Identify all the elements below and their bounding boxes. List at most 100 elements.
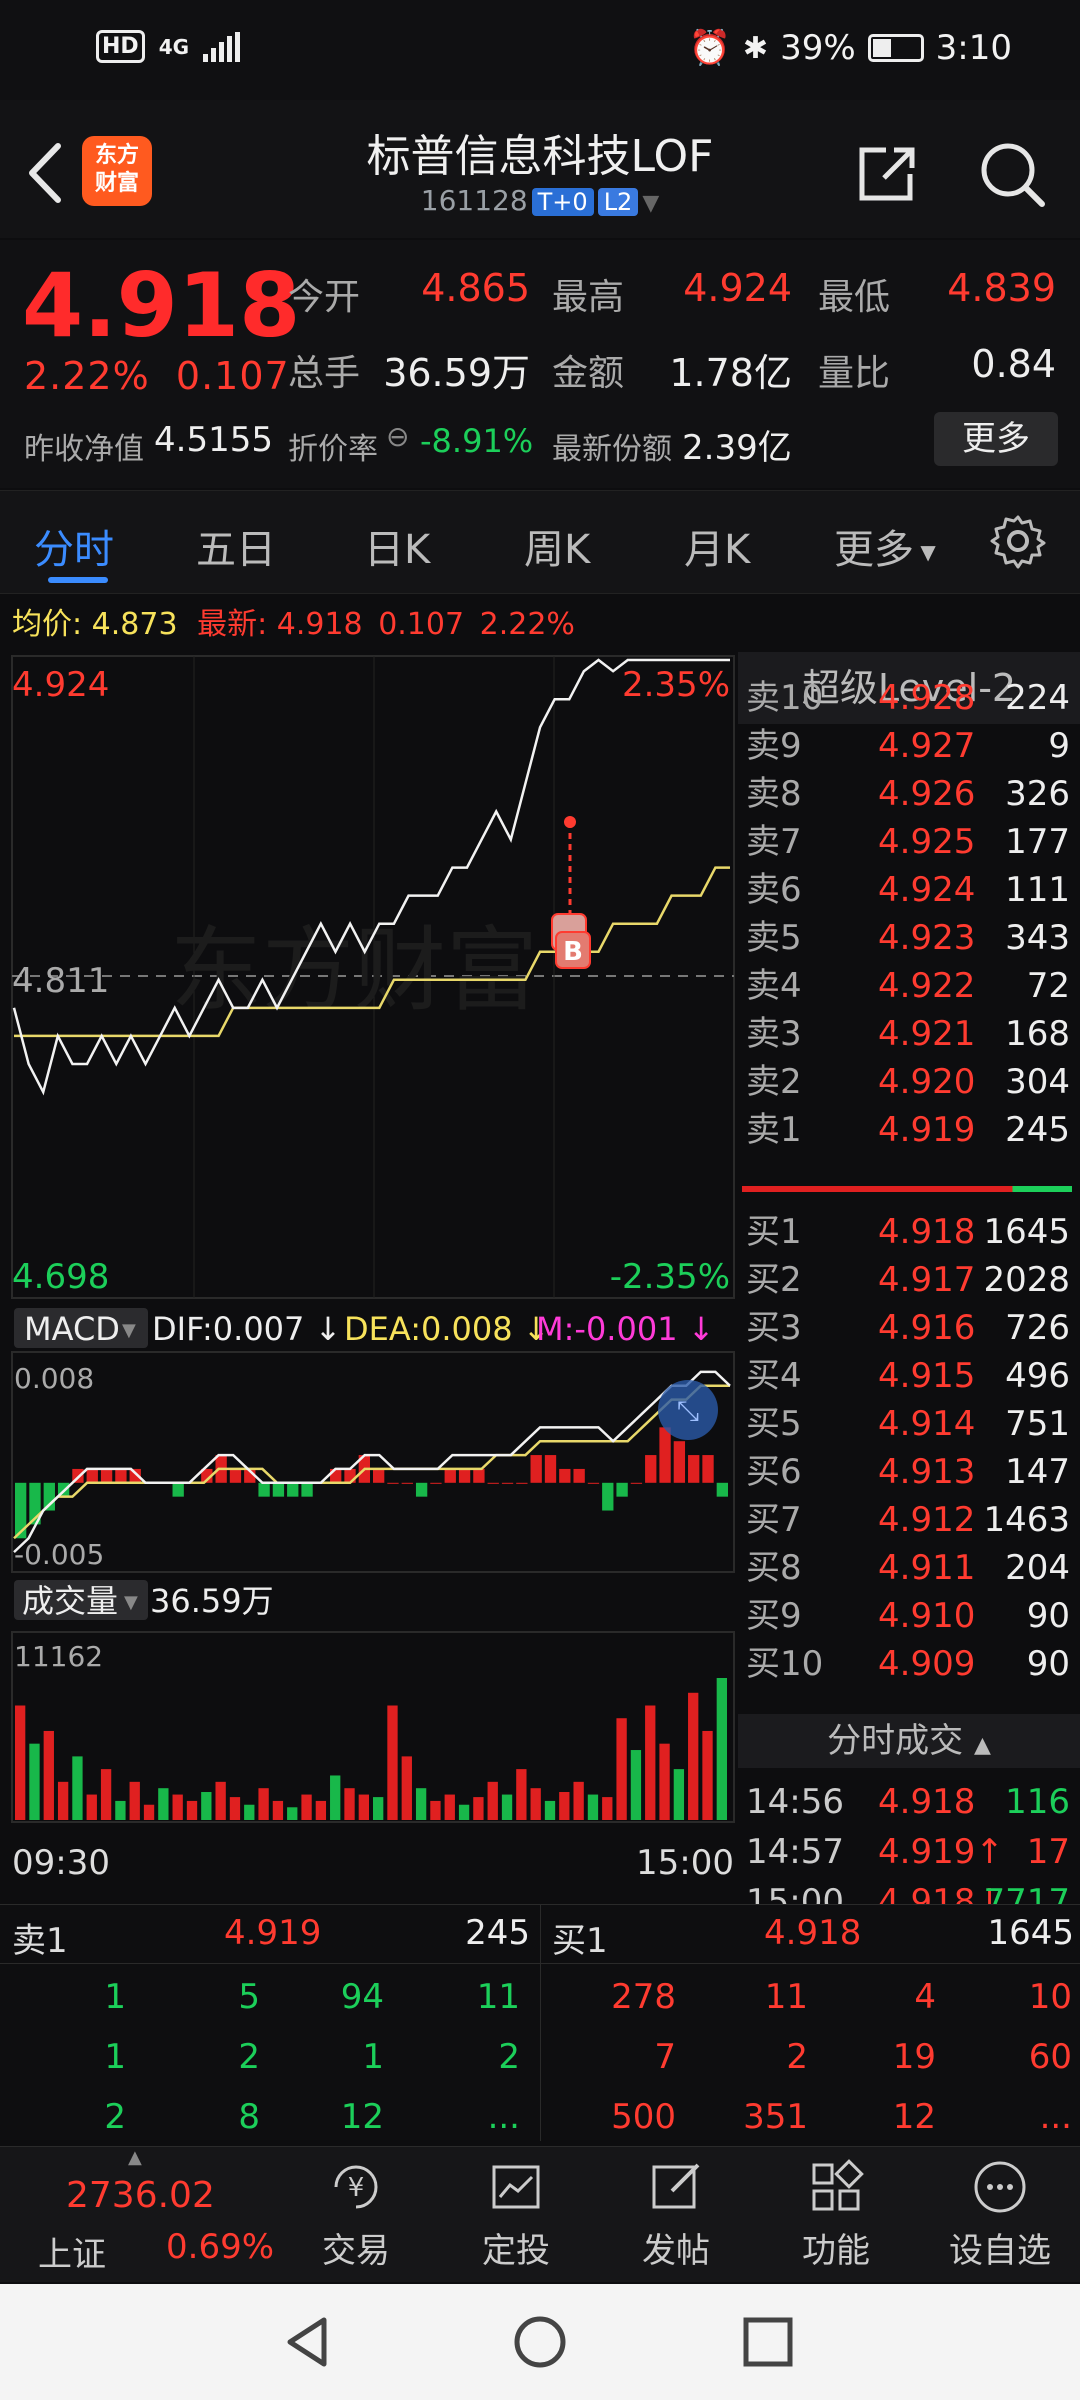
bid-queue-cell: 7 bbox=[654, 2037, 676, 2077]
bid-price: 4.913 bbox=[878, 1452, 976, 1492]
tab-monthly-k[interactable]: 月K bbox=[684, 527, 751, 573]
ask-row[interactable]: 卖9 4.927 9 bbox=[738, 722, 1080, 770]
time-start: 09:30 bbox=[12, 1843, 110, 1883]
bid-row[interactable]: 买7 4.912 1463 bbox=[738, 1496, 1080, 1544]
triangle-up-icon: ▲ bbox=[973, 1733, 991, 1758]
nav-functions[interactable]: 功能 bbox=[766, 2157, 906, 2272]
macd-bar bbox=[616, 1482, 628, 1497]
macd-bar bbox=[172, 1482, 184, 1497]
macd-bar bbox=[115, 1468, 127, 1483]
intraday-chart[interactable]: 东方财富 4.924 2.35% 4.811 4.698 -2.35% B MA… bbox=[0, 652, 738, 1902]
ask-row[interactable]: 卖5 4.923 343 bbox=[738, 914, 1080, 962]
macd-bar bbox=[501, 1482, 514, 1484]
nav-invest[interactable]: 定投 bbox=[446, 2157, 586, 2272]
back-triangle-icon[interactable] bbox=[280, 2314, 336, 2370]
ask-row[interactable]: 卖1 4.919 245 bbox=[738, 1106, 1080, 1154]
bid-volume: 1645 bbox=[983, 1212, 1070, 1252]
bid-volume: 90 bbox=[1026, 1596, 1070, 1636]
tab-more[interactable]: 更多 ▼ bbox=[834, 517, 936, 575]
ask-queue-cell: 1 bbox=[104, 1977, 126, 2017]
tab-weekly-k[interactable]: 周K bbox=[524, 527, 591, 573]
ticks-title: 分时成交 bbox=[827, 1721, 964, 1761]
avg-value: 4.873 bbox=[91, 607, 178, 642]
dropdown-icon[interactable]: ▼ bbox=[642, 191, 660, 216]
bid-row[interactable]: 买8 4.911 204 bbox=[738, 1544, 1080, 1592]
fund-code-row: 161128 T+0 L2 ▼ bbox=[0, 184, 1080, 217]
buy-marker[interactable]: B bbox=[551, 816, 591, 969]
bid-row[interactable]: 买10 4.909 90 bbox=[738, 1640, 1080, 1688]
network-label: 4G bbox=[158, 34, 190, 59]
bid-row[interactable]: 买5 4.914 751 bbox=[738, 1400, 1080, 1448]
signal-icon bbox=[203, 31, 241, 62]
bid-row[interactable]: 买6 4.913 147 bbox=[738, 1448, 1080, 1496]
bid-volume: 726 bbox=[1005, 1308, 1070, 1348]
caret-up-icon: ▲ bbox=[128, 2147, 142, 2168]
bid-level: 买10 bbox=[746, 1644, 824, 1684]
volume-bar bbox=[100, 1769, 112, 1820]
index-ticker[interactable]: ▲ 2736.02 上证 0.69% bbox=[0, 2147, 280, 2283]
bid-row[interactable]: 买2 4.917 2028 bbox=[738, 1256, 1080, 1304]
more-button[interactable]: 更多 bbox=[934, 412, 1058, 466]
ask-queue-cell: 11 bbox=[476, 1977, 520, 2017]
nav-post[interactable]: 发帖 bbox=[606, 2157, 746, 2272]
calendar-chart-icon bbox=[492, 2165, 540, 2209]
macd-selector[interactable] bbox=[14, 1308, 148, 1348]
bid-volume: 204 bbox=[1005, 1548, 1070, 1588]
macd-bar bbox=[330, 1468, 342, 1483]
latest-value: 4.918 bbox=[276, 607, 363, 642]
nav-trade-label: 交易 bbox=[322, 2231, 390, 2271]
ask-row[interactable]: 卖6 4.924 111 bbox=[738, 866, 1080, 914]
macd-bar bbox=[645, 1455, 657, 1483]
level2-title[interactable]: 超级Level-2 bbox=[738, 652, 1080, 724]
ticks-header[interactable]: 分时成交 ▲ bbox=[738, 1714, 1080, 1768]
index-percent: 0.69% bbox=[166, 2227, 275, 2267]
share-button[interactable] bbox=[856, 144, 920, 204]
volume-bar bbox=[673, 1769, 685, 1820]
volume-value: 36.59万 bbox=[383, 351, 530, 395]
volume-bar bbox=[158, 1788, 169, 1820]
triangle-down-icon: ▼ bbox=[914, 540, 936, 564]
back-button[interactable] bbox=[20, 138, 80, 208]
bid-price: 4.916 bbox=[878, 1308, 976, 1348]
home-circle-icon[interactable] bbox=[512, 2314, 568, 2370]
bid-ask-ratio-bar bbox=[742, 1186, 1072, 1192]
volume-bar bbox=[172, 1794, 183, 1820]
gear-icon bbox=[990, 515, 1046, 569]
macd-bar bbox=[659, 1427, 671, 1483]
tab-daily-k[interactable]: 日K bbox=[364, 527, 431, 573]
tab-intraday[interactable]: 分时 bbox=[34, 527, 114, 573]
ask-row[interactable]: 卖7 4.925 177 bbox=[738, 818, 1080, 866]
volume-selector[interactable] bbox=[14, 1580, 148, 1620]
nav-trade[interactable]: ¥ 交易 bbox=[286, 2157, 426, 2272]
volume-bar bbox=[72, 1756, 83, 1820]
ask-row[interactable]: 卖8 4.926 326 bbox=[738, 770, 1080, 818]
ask-row[interactable]: 卖10 4.928 224 bbox=[738, 674, 1080, 722]
settings-button[interactable] bbox=[990, 513, 1046, 569]
bid-row[interactable]: 买3 4.916 726 bbox=[738, 1304, 1080, 1352]
chart-canvas: 东方财富 4.924 2.35% 4.811 4.698 -2.35% B MA… bbox=[11, 655, 735, 1883]
bid-row[interactable]: 买9 4.910 90 bbox=[738, 1592, 1080, 1640]
ask-row[interactable]: 卖4 4.922 72 bbox=[738, 962, 1080, 1010]
macd-bar bbox=[530, 1455, 542, 1483]
ask-row[interactable]: 卖2 4.920 304 bbox=[738, 1058, 1080, 1106]
info-icon[interactable]: ⊖ bbox=[386, 420, 410, 453]
low-value: 4.839 bbox=[947, 266, 1056, 310]
volume-bar bbox=[229, 1797, 241, 1820]
search-button[interactable] bbox=[978, 140, 1046, 208]
bid-level: 买5 bbox=[746, 1404, 802, 1444]
nav-watchlist[interactable]: 设自选 bbox=[930, 2157, 1070, 2272]
zoom-button[interactable] bbox=[658, 1380, 718, 1440]
recents-square-icon[interactable] bbox=[742, 2316, 794, 2368]
bid-row[interactable]: 买4 4.915 496 bbox=[738, 1352, 1080, 1400]
ask-volume: 177 bbox=[1005, 822, 1070, 862]
volume-bar bbox=[115, 1800, 126, 1820]
bid-row[interactable]: 买1 4.918 1645 bbox=[738, 1208, 1080, 1256]
marker-label: B bbox=[563, 937, 583, 967]
ask-price: 4.925 bbox=[878, 822, 976, 862]
tab-five-day[interactable]: 五日 bbox=[196, 527, 276, 573]
volume-bar bbox=[688, 1692, 699, 1820]
ask-row[interactable]: 卖3 4.921 168 bbox=[738, 1010, 1080, 1058]
bluetooth-icon: ✱ bbox=[742, 30, 769, 66]
volume-bar bbox=[57, 1781, 69, 1820]
